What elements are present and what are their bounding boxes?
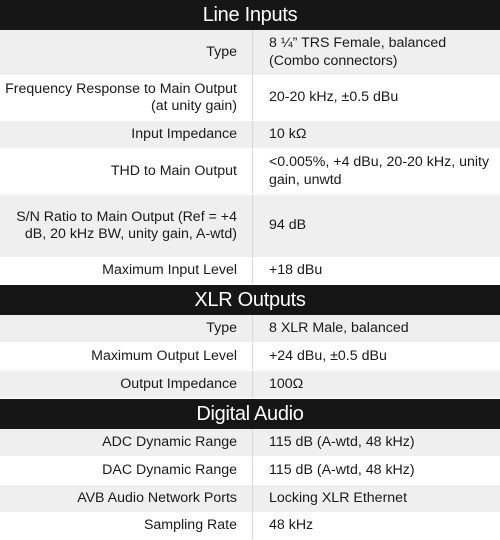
- spec-value: 48 kHz: [269, 517, 314, 534]
- column-divider: [252, 343, 253, 370]
- spec-value: 10 kΩ: [269, 125, 307, 142]
- spec-row-input-impedance: Input Impedance 10 kΩ: [0, 121, 500, 149]
- column-divider: [252, 429, 253, 456]
- section-header-digital-audio: Digital Audio: [0, 399, 500, 429]
- spec-value: <0.005%, +4 dBu, 20-20 kHz, unity gain, …: [269, 154, 490, 188]
- spec-row-frequency-response: Frequency Response to Main Output (at un…: [0, 76, 500, 121]
- spec-value: 8 ¼” TRS Female, balanced (Combo connect…: [269, 35, 447, 69]
- spec-value: 20-20 kHz, ±0.5 dBu: [269, 89, 399, 106]
- spec-label: ADC Dynamic Range: [102, 433, 237, 450]
- column-divider: [252, 258, 253, 284]
- spec-label: AVB Audio Network Ports: [77, 489, 237, 506]
- column-divider: [252, 513, 253, 539]
- column-divider: [252, 76, 253, 120]
- spec-label: Type: [206, 319, 237, 336]
- spec-row-adc-dynamic-range: ADC Dynamic Range 115 dB (A-wtd, 48 kHz): [0, 429, 500, 457]
- spec-label: Frequency Response to Main Output (at un…: [5, 80, 237, 115]
- section-header-xlr-outputs: XLR Outputs: [0, 285, 500, 315]
- spec-value: +24 dBu, ±0.5 dBu: [269, 347, 387, 364]
- spec-label: Input Impedance: [131, 125, 237, 142]
- spec-row-output-type: Type 8 XLR Male, balanced: [0, 315, 500, 343]
- spec-value: 8 XLR Male, balanced: [269, 319, 409, 336]
- spec-row-sn-ratio: S/N Ratio to Main Output (Ref = +4 dB, 2…: [0, 195, 500, 258]
- spec-value: +18 dBu: [269, 262, 323, 279]
- spec-value: Locking XLR Ethernet: [269, 489, 408, 506]
- column-divider: [252, 485, 253, 512]
- spec-row-max-output-level: Maximum Output Level +24 dBu, ±0.5 dBu: [0, 343, 500, 371]
- spec-label: Output Impedance: [120, 375, 237, 392]
- column-divider: [252, 457, 253, 484]
- spec-row-avb-ports: AVB Audio Network Ports Locking XLR Ethe…: [0, 485, 500, 513]
- column-divider: [252, 121, 253, 148]
- spec-value: 94 dB: [269, 217, 307, 234]
- spec-label: S/N Ratio to Main Output (Ref = +4 dB, 2…: [16, 208, 237, 243]
- column-divider: [252, 195, 253, 257]
- spec-label: Maximum Input Level: [102, 262, 237, 279]
- spec-label: Sampling Rate: [143, 517, 237, 534]
- column-divider: [252, 30, 253, 75]
- column-divider: [252, 371, 253, 398]
- spec-row-dac-dynamic-range: DAC Dynamic Range 115 dB (A-wtd, 48 kHz): [0, 457, 500, 485]
- spec-value: 115 dB (A-wtd, 48 kHz): [269, 461, 415, 478]
- spec-row-output-impedance: Output Impedance 100Ω: [0, 371, 500, 399]
- spec-row-max-input-level: Maximum Input Level +18 dBu: [0, 258, 500, 285]
- spec-row-type: Type 8 ¼” TRS Female, balanced (Combo co…: [0, 30, 500, 76]
- spec-label: Type: [206, 43, 237, 60]
- spec-label: THD to Main Output: [110, 162, 237, 179]
- spec-value: 115 dB (A-wtd, 48 kHz): [269, 433, 415, 450]
- section-header-line-inputs: Line Inputs: [0, 0, 500, 30]
- column-divider: [252, 149, 253, 194]
- column-divider: [252, 315, 253, 342]
- spec-value: 100Ω: [269, 375, 304, 392]
- spec-label: Maximum Output Level: [91, 347, 237, 364]
- spec-row-sampling-rate: Sampling Rate 48 kHz: [0, 513, 500, 540]
- spec-label: DAC Dynamic Range: [102, 461, 237, 478]
- spec-row-thd: THD to Main Output <0.005%, +4 dBu, 20-2…: [0, 149, 500, 195]
